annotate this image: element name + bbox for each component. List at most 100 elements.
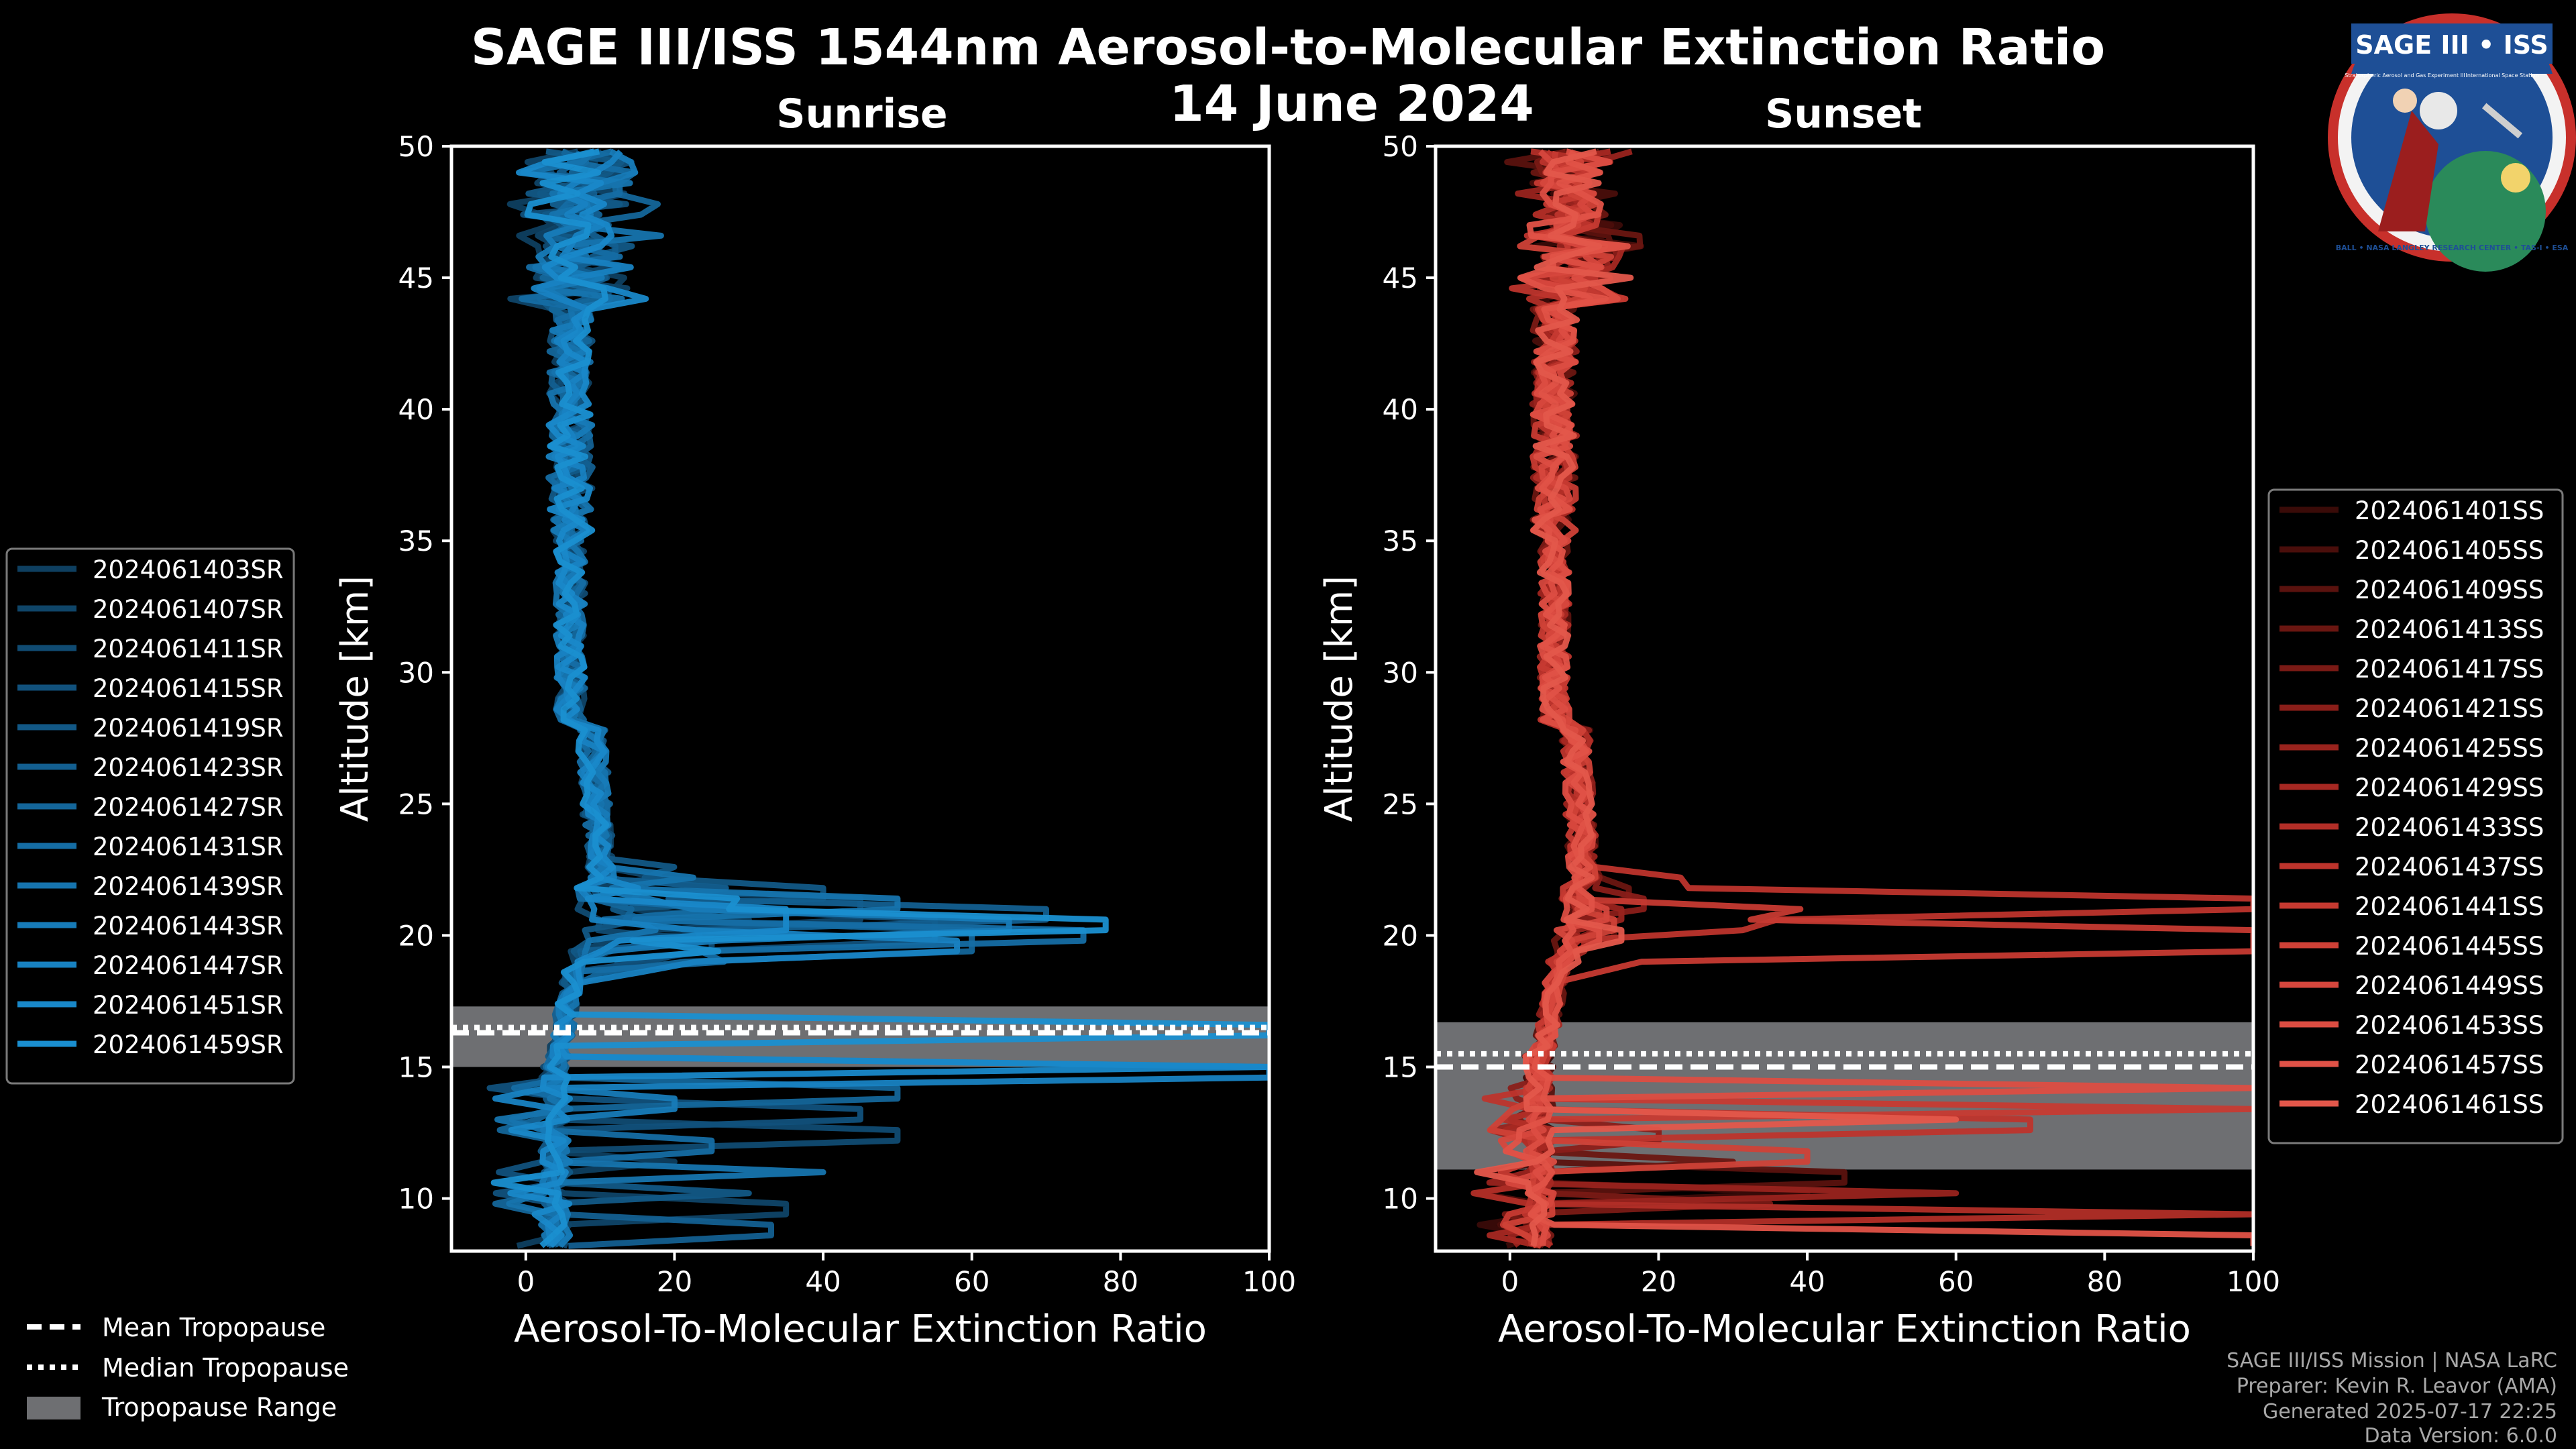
median-tropopause-label: Median Tropopause (102, 1353, 349, 1383)
footer-credits: SAGE III/ISS Mission | NASA LaRC Prepare… (2226, 1349, 2557, 1448)
tropopause-range-label: Tropopause Range (101, 1393, 337, 1422)
sunset-axes-frame (1434, 144, 2255, 1253)
sunset-legend-label: 2024061405SS (2355, 536, 2544, 565)
sunrise-legend-box (5, 547, 295, 1085)
sunset-legend-label: 2024061421SS (2355, 694, 2544, 723)
sunset-y-tick-label: 40 (1383, 393, 1418, 426)
footer-preparer: Preparer: Kevin R. Leavor (AMA) (2237, 1375, 2557, 1398)
sunrise-legend-label: 2024061423SR (93, 753, 284, 782)
sunset-y-tick-label: 15 (1383, 1051, 1418, 1084)
sunrise-x-axis-label: Aerosol-To-Molecular Extinction Ratio (514, 1307, 1207, 1351)
footer-generated: Generated 2025-07-17 22:25 (2263, 1400, 2557, 1424)
sunrise-x-tick-label: 0 (517, 1265, 535, 1298)
logo-moon (2420, 92, 2457, 129)
sunset-y-tick-label: 35 (1383, 525, 1418, 557)
tropopause-range-swatch (27, 1397, 80, 1419)
logo-earth (2425, 151, 2546, 272)
sunrise-series-group (486, 148, 1269, 1249)
figure-title: SAGE III/ISS 1544nm Aerosol-to-Molecular… (471, 19, 2105, 76)
sunrise-legend-label: 2024061411SR (93, 635, 284, 663)
footer-mission: SAGE III/ISS Mission | NASA LaRC (2226, 1349, 2557, 1373)
sunset-series-2024061461SS (1474, 148, 1960, 1247)
sunrise-series-2024061459SR (490, 148, 1269, 1248)
sunrise-y-tick-label: 35 (398, 525, 434, 557)
sunset-legend-label: 2024061413SS (2355, 615, 2544, 644)
sunrise-legend-label: 2024061451SR (93, 991, 284, 1020)
sunset-legend-box (2267, 488, 2564, 1144)
sunrise-y-tick-label: 40 (398, 393, 434, 426)
sunset-legend-label: 2024061461SS (2355, 1090, 2544, 1119)
sunrise-x-tick-label: 100 (1242, 1265, 1296, 1298)
sunset-legend: 2024061401SS 2024061405SS 2024061409SS 2024… (2267, 488, 2564, 1144)
sunset-y-tick-label: 50 (1383, 130, 1418, 163)
sunrise-y-tick-label: 15 (398, 1051, 434, 1084)
sunset-series-2024061457SS (1503, 150, 2253, 1246)
sunrise-y-tick-label: 25 (398, 788, 434, 820)
sunrise-legend-label: 2024061431SR (93, 833, 284, 861)
logo-sun (2501, 163, 2530, 193)
sunset-legend-label: 2024061453SS (2355, 1011, 2544, 1040)
sunset-y-tick-label: 30 (1383, 656, 1418, 689)
sunset-legend-label: 2024061409SS (2355, 576, 2544, 604)
sunset-x-tick-label: 40 (1789, 1265, 1825, 1298)
sunset-x-tick-label: 20 (1641, 1265, 1676, 1298)
logo-title: SAGE III • ISS (2355, 30, 2548, 60)
logo-subtitle-right: International Space Station (2466, 72, 2539, 78)
sunset-legend-label: 2024061425SS (2355, 734, 2544, 763)
sunset-y-tick-label: 45 (1383, 262, 1418, 294)
sunrise-legend: 2024061403SR 2024061407SR 2024061411SR 2024… (5, 547, 295, 1085)
sunset-legend-label: 2024061401SS (2355, 496, 2544, 525)
sunrise-legend-label: 2024061419SR (93, 714, 284, 743)
sunrise-legend-label: 2024061443SR (93, 912, 284, 941)
sunset-legend-label: 2024061417SS (2355, 655, 2544, 684)
sunrise-legend-label: 2024061439SR (93, 872, 284, 901)
sunset-x-tick-label: 80 (2087, 1265, 2123, 1298)
logo-station (2481, 103, 2523, 139)
sunset-legend-label: 2024061437SS (2355, 853, 2544, 881)
sunset-panel: 0 20 40 60 80 100 10 15 20 25 30 35 40 45 50 Sunset Aero… (1318, 91, 2280, 1351)
sunset-legend-label: 2024061445SS (2355, 932, 2544, 961)
sunset-legend-label: 2024061457SS (2355, 1051, 2544, 1079)
sage-logo: SAGE III • ISS Stratospheric Aerosol and… (2328, 13, 2576, 272)
sunset-legend-label: 2024061429SS (2355, 773, 2544, 802)
sunset-y-tick-label: 20 (1383, 919, 1418, 952)
sunrise-panel-title: Sunrise (776, 91, 947, 138)
sunrise-legend-label: 2024061447SR (93, 951, 284, 980)
logo-figure-head (2393, 89, 2417, 113)
sunrise-series-2024061451SR (507, 148, 1269, 1248)
sunset-x-tick-label: 100 (2226, 1265, 2280, 1298)
sunrise-y-tick-label: 20 (398, 919, 434, 952)
logo-ring-text: BALL • NASA LANGLEY RESEARCH CENTER • TA… (2336, 244, 2569, 252)
sunset-legend-label: 2024061441SS (2355, 892, 2544, 921)
tropopause-legend: Mean Tropopause Median Tropopause Tropop… (27, 1313, 349, 1422)
sunset-y-axis-label: Altitude [km] (1318, 576, 1361, 822)
sunrise-legend-label: 2024061403SR (93, 555, 284, 584)
sunrise-y-tick-label: 30 (398, 656, 434, 689)
sunrise-legend-label: 2024061427SR (93, 793, 284, 822)
logo-subtitle-left: Stratospheric Aerosol and Gas Experiment… (2345, 72, 2465, 78)
sunset-x-tick-label: 0 (1501, 1265, 1519, 1298)
sunset-x-tick-label: 60 (1938, 1265, 1974, 1298)
sunrise-y-tick-label: 50 (398, 130, 434, 163)
sunset-y-tick-label: 10 (1383, 1183, 1418, 1216)
mean-tropopause-label: Mean Tropopause (102, 1313, 325, 1342)
sunset-legend-label: 2024061433SS (2355, 813, 2544, 842)
logo-banner-band (2351, 23, 2553, 64)
sunset-y-tick-label: 25 (1383, 788, 1418, 820)
sunrise-legend-label: 2024061459SR (93, 1030, 284, 1059)
sunrise-legend-label: 2024061415SR (93, 674, 284, 703)
sunset-panel-title: Sunset (1765, 91, 1922, 138)
sunset-x-axis-label: Aerosol-To-Molecular Extinction Ratio (1498, 1307, 2191, 1351)
sunset-legend-label: 2024061449SS (2355, 971, 2544, 1000)
sunset-series-group (1470, 148, 2253, 1249)
footer-version: Data Version: 6.0.0 (2365, 1424, 2557, 1448)
sunrise-y-axis-label: Altitude [km] (333, 576, 377, 822)
sunrise-legend-label: 2024061407SR (93, 595, 284, 624)
logo-figure (2378, 111, 2438, 231)
sunrise-x-tick-label: 20 (657, 1265, 692, 1298)
sunrise-y-tick-label: 10 (398, 1183, 434, 1216)
sunrise-panel: 0 20 40 60 80 100 10 15 20 25 30 35 40 45 50 Sunrise Aer… (333, 91, 1296, 1351)
sunrise-x-tick-label: 60 (954, 1265, 989, 1298)
figure-date: 14 June 2024 (1169, 75, 1534, 133)
